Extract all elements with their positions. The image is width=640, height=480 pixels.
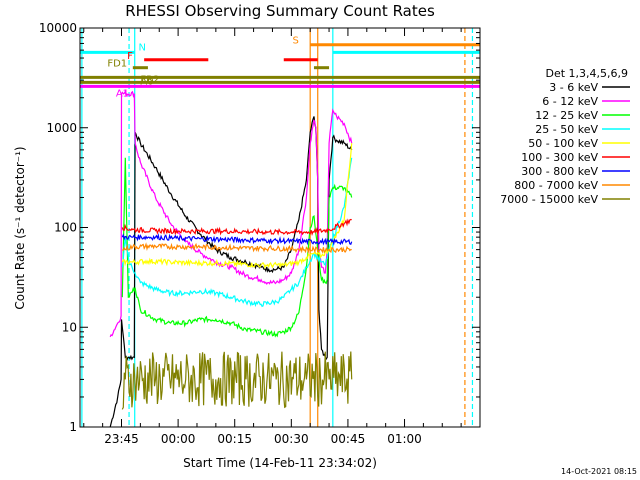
flag-label-n: N	[138, 42, 145, 53]
series-line-0	[109, 116, 353, 428]
x-axis-ticks: 23:45 00:00 00:15 00:30 00:45 01:00	[83, 28, 462, 446]
chart-title: RHESSI Observing Summary Count Rates	[125, 2, 435, 20]
flag-label-a1: A1	[116, 88, 129, 99]
series-line-5	[121, 218, 352, 236]
flag-label-a0: A0	[140, 76, 153, 87]
series-lines	[109, 89, 353, 428]
legend-label: 3 - 6 keV	[549, 81, 598, 94]
y-tick-label: 1000	[46, 121, 77, 135]
y-tick-label: 1	[69, 420, 77, 434]
y-axis-label: Count Rate (s⁻¹ detector⁻¹)	[13, 146, 27, 309]
legend-label: 12 - 25 keV	[535, 109, 598, 122]
flag-label-fd1: FD1	[107, 59, 127, 70]
series-line-6	[121, 232, 353, 246]
legend-label: 800 - 7000 keV	[514, 179, 598, 192]
x-tick-label: 23:45	[104, 432, 139, 446]
legend-title: Det 1,3,4,5,6,9	[545, 67, 628, 80]
series-line-4	[121, 143, 353, 270]
legend-label: 25 - 50 keV	[535, 123, 598, 136]
legend-label: 100 - 300 keV	[521, 151, 598, 164]
legend-label: 300 - 800 keV	[521, 165, 598, 178]
y-tick-label: 10	[62, 320, 77, 334]
x-tick-label: 00:00	[161, 432, 196, 446]
x-axis-label: Start Time (14-Feb-11 23:34:02)	[183, 456, 377, 470]
y-tick-label: 100	[54, 221, 77, 235]
x-tick-label: 00:30	[274, 432, 309, 446]
y-axis-ticks: 1 10 100 1000 10000	[39, 21, 480, 434]
legend-label: 7000 - 15000 keV	[500, 193, 598, 206]
legend-label: 6 - 12 keV	[542, 95, 598, 108]
x-tick-label: 00:45	[331, 432, 366, 446]
series-line-7	[121, 242, 352, 255]
y-tick-label: 10000	[39, 21, 77, 35]
legend-label: 50 - 100 keV	[528, 137, 598, 150]
flag-label-s: S	[293, 36, 299, 47]
series-line-1	[109, 89, 353, 338]
series-line-2	[121, 157, 353, 338]
x-tick-label: 00:15	[217, 432, 252, 446]
x-tick-label: 01:00	[387, 432, 422, 446]
flag-label-fr2: FR2	[140, 74, 159, 85]
footer-date: 14-Oct-2021 08:15	[561, 467, 637, 476]
flag-label-f: F	[127, 51, 133, 62]
series-line-8	[121, 351, 353, 410]
